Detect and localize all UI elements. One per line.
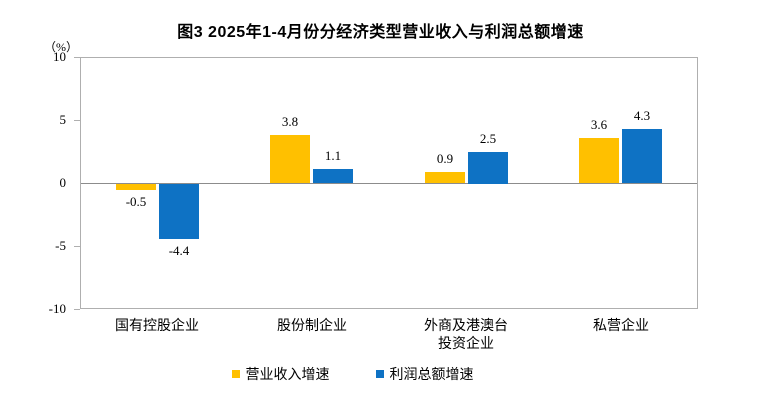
legend-label: 利润总额增速 (389, 368, 474, 383)
y-axis-tick-label: 0 (59, 175, 67, 190)
bar (468, 152, 508, 184)
x-axis-category-label: 私营企业 (593, 319, 649, 334)
legend-swatch (375, 370, 384, 378)
bar-value-label: 3.8 (281, 114, 299, 129)
bar-value-label: 3.6 (590, 117, 608, 132)
bar-value-label: -4.4 (168, 243, 190, 258)
legend-swatch (231, 370, 240, 378)
zero-line (81, 183, 697, 184)
bar-value-label: -0.5 (125, 194, 147, 209)
chart-title: 图3 2025年1-4月份分经济类型营业收入与利润总额增速 (177, 24, 584, 41)
bar (425, 172, 465, 183)
bar-value-label: 1.1 (324, 148, 342, 163)
bar (270, 135, 310, 183)
bar-value-label: 4.3 (633, 108, 651, 123)
y-axis-tick-label: -10 (48, 301, 66, 316)
bar (622, 129, 662, 183)
y-axis-tick-label: -5 (55, 238, 66, 253)
x-axis-category-label: 外商及港澳台 投资企业 (424, 319, 508, 352)
y-axis-tick (74, 120, 80, 121)
y-axis-tick (74, 246, 80, 247)
bar (159, 184, 199, 239)
y-axis-tick-label: 5 (59, 112, 67, 127)
legend-item: 利润总额增速 (375, 364, 474, 384)
bar-value-label: 0.9 (436, 151, 454, 166)
legend: 营业收入增速 利润总额增速 (0, 364, 733, 384)
bar (579, 138, 619, 183)
y-axis-tick (74, 57, 80, 58)
x-axis-category-label: 国有控股企业 (115, 319, 199, 334)
y-axis-tick (74, 309, 80, 310)
legend-label: 营业收入增速 (245, 368, 330, 383)
x-axis-category-label: 股份制企业 (277, 319, 347, 334)
bar (116, 184, 156, 190)
legend-item: 营业收入增速 (231, 364, 330, 384)
bar-value-label: 2.5 (479, 131, 497, 146)
y-axis-unit-label: （%） (44, 40, 78, 54)
bar (313, 169, 353, 183)
y-axis-tick-label: 10 (53, 49, 66, 64)
